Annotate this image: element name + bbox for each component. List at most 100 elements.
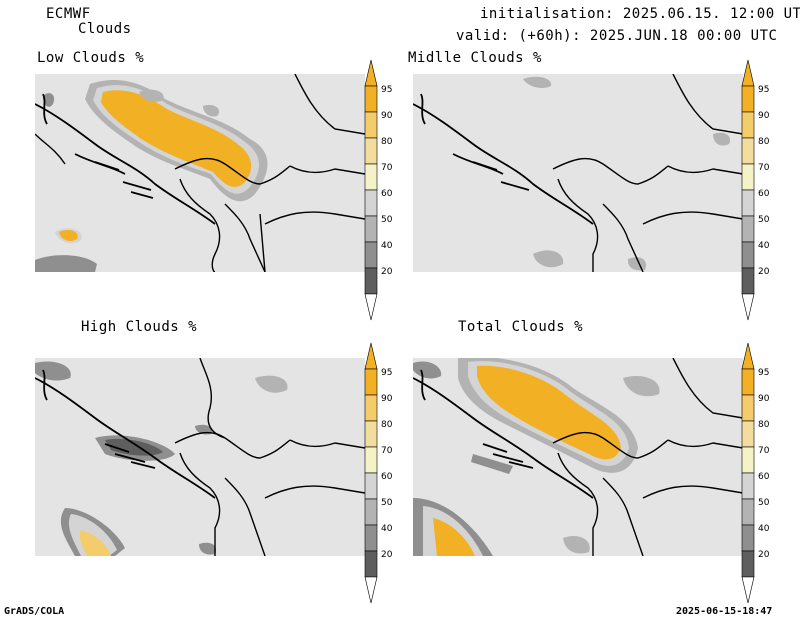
colorbar-segment-60 bbox=[364, 189, 378, 217]
colorbar-svg bbox=[741, 342, 755, 604]
colorbar-label-20: 20 bbox=[758, 267, 770, 277]
colorbar-label-60: 60 bbox=[381, 472, 393, 482]
colorbar-label-70: 70 bbox=[381, 163, 393, 173]
colorbar-segment-40 bbox=[741, 524, 755, 552]
colorbar-label-60: 60 bbox=[758, 472, 770, 482]
coastlines-low bbox=[35, 93, 216, 225]
colorbar-label-80: 80 bbox=[381, 420, 393, 430]
panel-title-high: High Clouds % bbox=[81, 319, 198, 335]
colorbar-segment-80 bbox=[364, 420, 378, 448]
colorbar-segment-95 bbox=[741, 368, 755, 396]
colorbar-segment-20 bbox=[741, 550, 755, 578]
map-low bbox=[35, 74, 365, 272]
valid-time: valid: (+60h): 2025.JUN.18 00:00 UTC bbox=[456, 28, 778, 44]
colorbar-label-90: 90 bbox=[758, 111, 770, 121]
colorbar-segment-60 bbox=[741, 189, 755, 217]
colorbar-label-90: 90 bbox=[758, 394, 770, 404]
colorbar-segment-95 bbox=[741, 85, 755, 113]
coastlines-high bbox=[35, 369, 216, 499]
colorbar-segment-70 bbox=[364, 446, 378, 474]
colorbar-label-40: 40 bbox=[758, 241, 770, 251]
colorbar-segment-20 bbox=[364, 267, 378, 295]
colorbar-label-50: 50 bbox=[381, 498, 393, 508]
borders-low bbox=[35, 74, 365, 272]
borders-high bbox=[174, 358, 365, 556]
colorbar-segment-60 bbox=[364, 472, 378, 500]
colorbar-label-70: 70 bbox=[758, 163, 770, 173]
colorbar-segment-70 bbox=[364, 163, 378, 191]
colorbar-bottom-arrow bbox=[741, 576, 755, 604]
panel-title-low: Low Clouds % bbox=[37, 50, 145, 66]
cloud-field-high bbox=[35, 361, 288, 556]
map-panel-middle bbox=[413, 74, 743, 272]
colorbar-bottom-arrow bbox=[364, 293, 378, 321]
map-panel-total bbox=[413, 358, 743, 556]
colorbar-segment-80 bbox=[741, 137, 755, 165]
panel-title-middle: Midlle Clouds % bbox=[408, 50, 542, 66]
borders-middle bbox=[552, 74, 743, 272]
colorbar-label-20: 20 bbox=[381, 267, 393, 277]
map-panel-high bbox=[35, 358, 365, 556]
init-time: initialisation: 2025.06.15. 12:00 UTC bbox=[480, 6, 800, 22]
colorbar-segment-40 bbox=[364, 524, 378, 552]
colorbar-label-80: 80 bbox=[381, 137, 393, 147]
colorbar-top-arrow bbox=[364, 59, 378, 87]
colorbar-segment-70 bbox=[741, 446, 755, 474]
colorbar-segment-90 bbox=[741, 394, 755, 422]
colorbar-segment-90 bbox=[364, 394, 378, 422]
colorbar-label-80: 80 bbox=[758, 420, 770, 430]
colorbar-segment-40 bbox=[364, 241, 378, 269]
colorbar-label-20: 20 bbox=[381, 550, 393, 560]
colorbar-label-90: 90 bbox=[381, 394, 393, 404]
colorbar-label-95: 95 bbox=[381, 85, 393, 95]
colorbar-label-60: 60 bbox=[758, 189, 770, 199]
colorbar-label-80: 80 bbox=[758, 137, 770, 147]
cloud-field-total bbox=[413, 358, 660, 556]
colorbar-segment-80 bbox=[741, 420, 755, 448]
borders-total bbox=[552, 358, 743, 556]
coastlines-middle bbox=[413, 93, 594, 225]
map-middle bbox=[413, 74, 743, 272]
colorbar-label-50: 50 bbox=[758, 498, 770, 508]
map-panel-low bbox=[35, 74, 365, 272]
colorbar-top-arrow bbox=[741, 342, 755, 370]
panel-title-total: Total Clouds % bbox=[458, 319, 584, 335]
colorbar-middle: 95 90 80 70 60 50 40 20 bbox=[741, 59, 769, 325]
colorbar-label-70: 70 bbox=[758, 446, 770, 456]
colorbar-label-95: 95 bbox=[381, 368, 393, 378]
colorbar-total: 95 90 80 70 60 50 40 20 bbox=[741, 342, 769, 608]
colorbar-segment-95 bbox=[364, 368, 378, 396]
cloud-field-low bbox=[35, 79, 268, 272]
colorbar-segment-50 bbox=[364, 498, 378, 526]
colorbar-label-95: 95 bbox=[758, 368, 770, 378]
footer-right: 2025-06-15-18:47 bbox=[676, 606, 773, 617]
colorbar-segment-40 bbox=[741, 241, 755, 269]
product-name: Clouds bbox=[78, 21, 132, 37]
colorbar-label-60: 60 bbox=[381, 189, 393, 199]
colorbar-svg bbox=[364, 342, 378, 604]
colorbar-segment-95 bbox=[364, 85, 378, 113]
colorbar-segment-80 bbox=[364, 137, 378, 165]
colorbar-bottom-arrow bbox=[364, 576, 378, 604]
colorbar-label-50: 50 bbox=[381, 215, 393, 225]
colorbar-segment-20 bbox=[364, 550, 378, 578]
model-name: ECMWF bbox=[46, 6, 91, 22]
coastlines-total bbox=[413, 369, 594, 499]
colorbar-segment-20 bbox=[741, 267, 755, 295]
colorbar-top-arrow bbox=[741, 59, 755, 87]
colorbar-label-50: 50 bbox=[758, 215, 770, 225]
colorbar-segment-70 bbox=[741, 163, 755, 191]
colorbar-segment-50 bbox=[741, 498, 755, 526]
colorbar-svg bbox=[741, 59, 755, 321]
colorbar-segment-50 bbox=[364, 215, 378, 243]
colorbar-label-70: 70 bbox=[381, 446, 393, 456]
colorbar-segment-60 bbox=[741, 472, 755, 500]
footer-left: GrADS/COLA bbox=[4, 606, 65, 617]
map-background bbox=[413, 74, 743, 272]
colorbar-label-90: 90 bbox=[381, 111, 393, 121]
colorbar-label-40: 40 bbox=[758, 524, 770, 534]
colorbar-svg bbox=[364, 59, 378, 321]
colorbar-segment-90 bbox=[741, 111, 755, 139]
colorbar-label-40: 40 bbox=[381, 524, 393, 534]
colorbar-segment-50 bbox=[741, 215, 755, 243]
